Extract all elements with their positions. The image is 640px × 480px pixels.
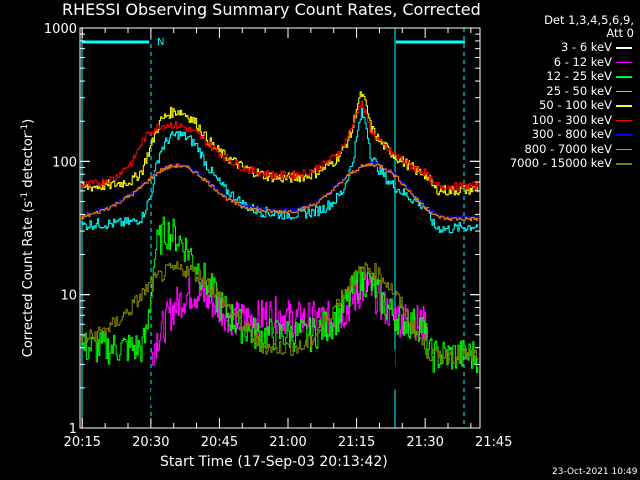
x-tick-label: 21:00 xyxy=(269,435,306,450)
legend-item-label: 800 - 7000 keV xyxy=(524,141,612,156)
legend-item: 50 - 100 keV xyxy=(484,98,634,113)
series-line xyxy=(81,100,479,191)
legend-item-label: 50 - 100 keV xyxy=(539,98,612,112)
y-tick-label: 100 xyxy=(52,155,77,170)
x-tick-label: 20:15 xyxy=(64,435,101,450)
ylabel-main: Corrected Count Rate (s xyxy=(21,201,36,358)
legend-item-label: 6 - 12 keV xyxy=(553,54,612,69)
legend-item: 7000 - 15000 keV xyxy=(484,156,634,171)
legend-item: 300 - 800 keV xyxy=(484,127,634,142)
x-tick-label: 20:45 xyxy=(201,435,238,450)
axes: 1 10 100 1000 20:15 20:30 20:45 21:00 21:15 21:30… xyxy=(44,22,513,450)
y-tick-label: 1 xyxy=(69,422,77,437)
legend-item: 3 - 6 keV xyxy=(484,40,634,55)
legend-item: 100 - 300 keV xyxy=(484,113,634,128)
legend-swatch xyxy=(616,47,632,49)
attenuator-state-label: N xyxy=(157,37,164,48)
legend-swatch xyxy=(616,119,632,121)
x-axis-label: Start Time (17-Sep-03 20:13:42) xyxy=(160,454,388,470)
legend-header-attenuator: Att 0 xyxy=(606,26,634,40)
legend-item: 6 - 12 keV xyxy=(484,55,634,70)
legend-item: 12 - 25 keV xyxy=(484,69,634,84)
ylabel-sup1: -1 xyxy=(20,192,30,201)
ylabel-sup2: -1 xyxy=(20,124,30,133)
y-tick-label: 10 xyxy=(60,289,77,304)
legend-item: 800 - 7000 keV xyxy=(484,142,634,157)
y-tick-label: 1000 xyxy=(44,22,77,37)
x-tick-label: 21:30 xyxy=(406,435,443,450)
series-line xyxy=(81,163,479,222)
legend-item-label: 25 - 50 keV xyxy=(546,83,612,98)
render-timestamp: 23-Oct-2021 10:49 xyxy=(552,467,638,477)
legend-item-label: 100 - 300 keV xyxy=(531,112,612,127)
legend-header-detectors: Det 1,3,4,5,6,9, xyxy=(544,13,634,27)
plot-frame xyxy=(79,27,481,429)
series-line xyxy=(150,284,428,429)
legend-swatch xyxy=(616,76,632,78)
x-tick-label: 21:45 xyxy=(475,435,512,450)
legend-item: 25 - 50 keV xyxy=(484,84,634,99)
ylabel-end: ) xyxy=(21,119,36,124)
y-axis-label: Corrected Count Rate (s-1 detector-1) xyxy=(20,119,36,357)
legend-swatch xyxy=(616,61,632,63)
x-tick-label: 21:15 xyxy=(338,435,375,450)
legend-item-label: 3 - 6 keV xyxy=(561,40,612,54)
data-layer xyxy=(81,91,479,429)
legend-swatch xyxy=(616,90,632,92)
x-tick-label: 20:30 xyxy=(132,435,169,450)
legend-swatch xyxy=(616,163,632,165)
legend-item-label: 300 - 800 keV xyxy=(531,127,612,141)
legend-item-label: 12 - 25 keV xyxy=(546,69,612,83)
series-line xyxy=(81,261,479,364)
legend: Det 1,3,4,5,6,9, Att 0 3 - 6 keV 6 - 12 … xyxy=(484,14,634,171)
series-line xyxy=(81,108,479,234)
series-line xyxy=(81,91,479,196)
chart-title: RHESSI Observing Summary Count Rates, Co… xyxy=(62,0,481,19)
legend-item-label: 7000 - 15000 keV xyxy=(509,156,612,170)
legend-swatch xyxy=(616,105,632,107)
ylabel-mid: detector xyxy=(21,132,36,192)
legend-swatch xyxy=(616,134,632,136)
legend-swatch xyxy=(616,148,632,150)
